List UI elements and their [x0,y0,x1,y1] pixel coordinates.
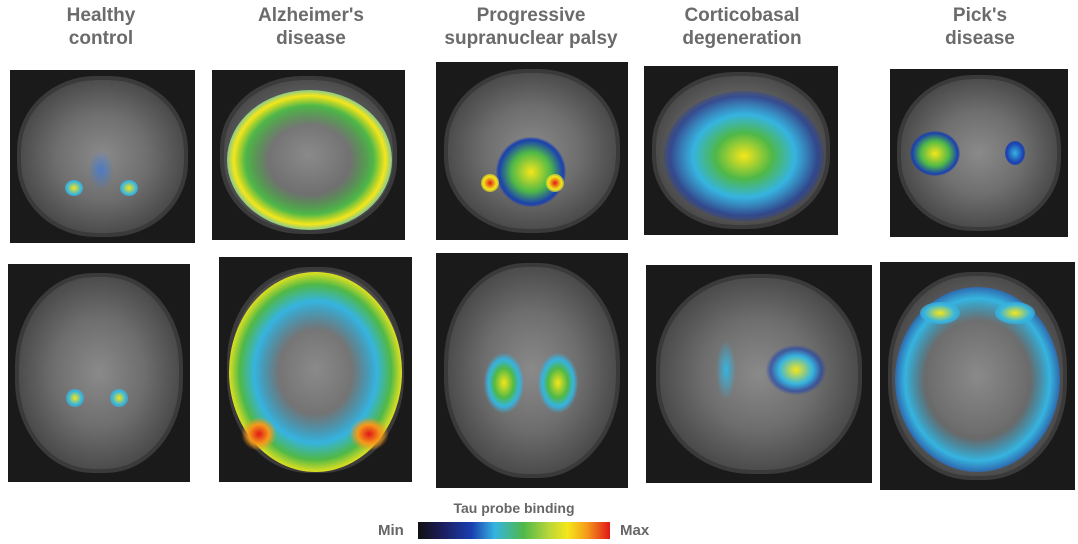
tau-hotspot [995,302,1035,324]
tau-hotspot [546,174,564,192]
scan-healthy-coronal [10,70,195,243]
tau-hotspot [920,302,960,324]
tau-hotspot [496,137,566,207]
title-line: Pick's [952,5,1008,26]
brain-image [447,267,617,474]
title-line: Corticobasal [684,5,800,26]
tau-hotspot [241,417,277,451]
tau-hotspot [538,353,578,413]
tau-hotspot [88,150,114,190]
title-line: supranuclear palsy [444,28,618,49]
tau-hotspot [349,417,389,451]
column-title-alzheimers: Alzheimer's disease [201,4,421,50]
scan-picks-coronal [890,69,1068,237]
scan-cbd-coronal [644,66,838,235]
column-title-picks: Pick's disease [870,4,1078,50]
colorbar-min-label: Min [378,522,404,539]
colorbar [418,522,610,539]
title-line: disease [945,28,1015,49]
scan-healthy-axial [8,264,190,482]
tau-hotspot [481,174,499,192]
title-line: disease [276,28,346,49]
scan-picks-axial [880,262,1075,490]
scan-alzheimers-coronal [212,70,405,240]
tau-hotspot [1005,141,1025,165]
scan-psp-coronal [436,62,628,240]
brain-image [659,278,859,470]
column-title-cbd: Corticobasal degeneration [632,4,852,50]
colorbar-max-label: Max [620,522,650,539]
scan-alzheimers-axial [219,257,412,482]
tau-hotspot [110,389,128,407]
tau-hotspot [716,340,736,400]
tau-hotspot [664,91,824,221]
scan-psp-axial [436,253,628,488]
tau-hotspot [227,90,392,230]
title-line: degeneration [682,28,802,49]
brain-image [18,277,180,469]
tau-hotspot [66,389,84,407]
column-title-psp: Progressive supranuclear palsy [421,4,641,50]
tau-hotspot [65,180,83,196]
scan-cbd-axial [646,265,872,483]
title-line: Progressive [476,5,586,26]
colorbar-title: Tau probe binding [453,500,575,516]
tau-hotspot [766,345,826,395]
title-line: control [68,28,134,49]
title-line: Alzheimer's [258,5,364,26]
tau-hotspot [910,131,960,176]
tau-hotspot [120,180,138,196]
column-title-healthy-control: Healthy control [0,4,211,50]
title-line: Healthy [66,5,136,26]
tau-hotspot [484,353,524,413]
